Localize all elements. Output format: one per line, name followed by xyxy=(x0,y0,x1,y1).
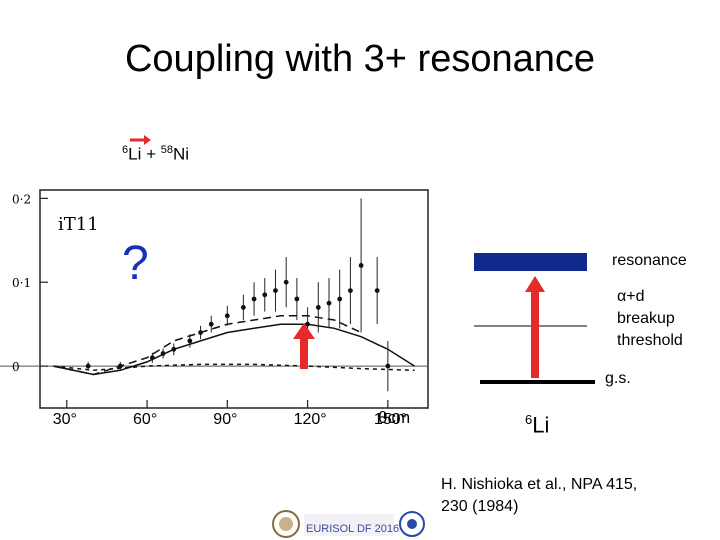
data-point xyxy=(251,296,257,302)
plot-frame xyxy=(39,189,429,409)
arrow-right-icon xyxy=(130,135,151,145)
data-point xyxy=(149,355,155,361)
data-point xyxy=(315,304,321,310)
projectile-mass: 6 xyxy=(122,144,129,156)
citation-line: 230 (1984) xyxy=(441,498,519,515)
model-curve-solid xyxy=(53,323,415,376)
footer-logo-text: EURISOL DF 2016 xyxy=(306,523,399,535)
data-point xyxy=(117,363,123,369)
plot-border xyxy=(39,189,429,409)
ground-state-label: g.s. xyxy=(605,370,631,387)
nucleus-label: 6Li xyxy=(525,412,549,438)
y-axis-label: iT11 xyxy=(58,214,99,235)
x-tick-label: 150° xyxy=(374,411,407,428)
data-point xyxy=(283,279,289,285)
data-point xyxy=(187,338,193,344)
eurisol-logo-icon xyxy=(304,514,394,536)
threshold-label-line: α+d xyxy=(617,288,645,305)
data-point xyxy=(358,263,364,268)
data-point xyxy=(198,330,203,335)
footer-logos: EURISOL DF 2016 xyxy=(272,510,425,538)
reaction-label: 6Li + 58Ni xyxy=(122,135,190,165)
projectile: Li xyxy=(128,144,142,164)
data-point xyxy=(208,321,214,327)
data-point xyxy=(224,313,230,319)
x-tick-label: 90° xyxy=(213,411,237,428)
resonance-label: resonance xyxy=(612,252,687,269)
threshold-label-line: breakup xyxy=(617,310,675,327)
data-point xyxy=(85,363,91,369)
data-point xyxy=(385,363,391,369)
eps-logo-icon xyxy=(399,511,425,537)
x-tick-label: 60° xyxy=(133,411,157,428)
data-point xyxy=(171,346,177,352)
data-point xyxy=(326,300,332,306)
threshold-label-line: threshold xyxy=(617,332,683,349)
nucleus-symbol: Li xyxy=(532,412,550,438)
analyzing-power-plot: 0·2 0·1 0 30° 60° 90° 120° 150° iT11 θcm xyxy=(0,189,429,428)
target-mass: 58 xyxy=(160,144,173,156)
y-tick-label: 0·2 xyxy=(12,192,31,206)
threshold-label: α+d breakup threshold xyxy=(617,286,683,352)
data-point xyxy=(337,296,343,302)
x-axis-label: θcm xyxy=(378,408,410,427)
data-point xyxy=(294,296,300,302)
citation: H. Nishioka et al., NPA 415, 230 (1984) xyxy=(441,474,637,518)
y-tick-label: 0·1 xyxy=(12,276,31,290)
resonance-level xyxy=(474,253,587,271)
x-tick-label: 30° xyxy=(53,411,77,428)
level-scheme xyxy=(474,253,595,384)
data-point xyxy=(240,304,246,310)
data-point xyxy=(348,288,353,294)
data-point xyxy=(305,321,310,327)
seal-logo-icon xyxy=(272,510,300,538)
question-mark: ? xyxy=(122,237,149,290)
y-tick-label: 0 xyxy=(12,360,20,374)
plus-sign: + xyxy=(141,144,161,164)
target: Ni xyxy=(172,144,190,164)
citation-line: H. Nishioka et al., NPA 415, xyxy=(441,476,638,493)
slide-title: Coupling with 3+ resonance xyxy=(124,38,596,80)
model-curve-dashed xyxy=(53,315,362,376)
x-tick-label: 120° xyxy=(294,411,327,428)
nucleus-mass: 6 xyxy=(525,412,533,427)
data-point xyxy=(273,288,278,294)
data-point xyxy=(374,288,380,294)
data-point xyxy=(262,292,268,298)
data-point xyxy=(160,351,166,356)
excitation-arrow-icon xyxy=(525,276,545,378)
up-arrow-icon xyxy=(293,323,315,369)
model-curve-dashed-flat xyxy=(53,363,415,372)
